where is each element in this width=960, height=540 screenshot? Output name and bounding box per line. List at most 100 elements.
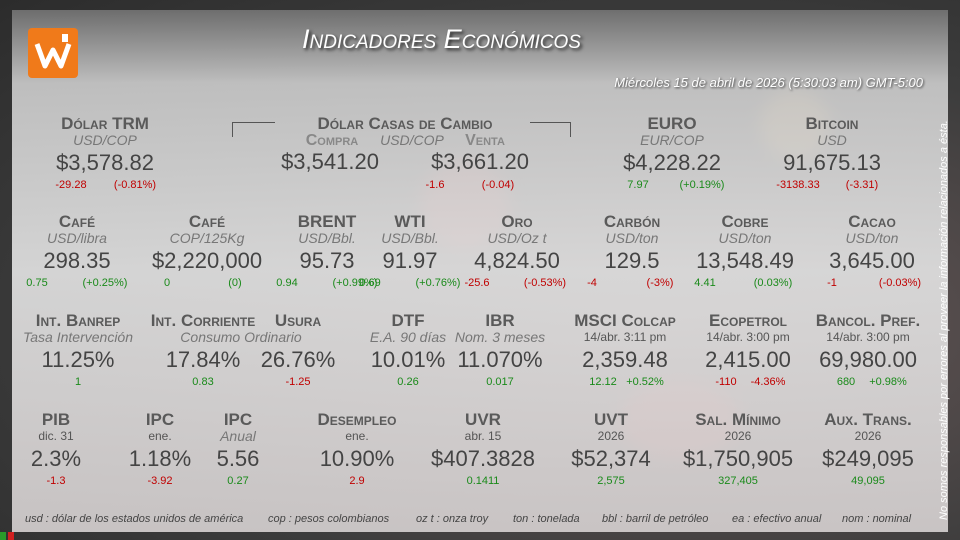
- value: $2,220,000: [151, 248, 263, 273]
- change: 327,405: [718, 475, 758, 487]
- value: 2.3%: [30, 446, 82, 471]
- date: abr. 15: [464, 429, 502, 443]
- change-pct: +0.52%: [626, 376, 664, 388]
- indicator-name: Ecopetrol: [708, 311, 788, 330]
- value: $52,374: [571, 446, 651, 471]
- indicator-name: Dólar TRM: [61, 114, 149, 133]
- value: 2,415.00: [705, 347, 791, 372]
- unit: USD/Oz t: [487, 230, 547, 246]
- corner-mark: [8, 532, 14, 540]
- indicator-name: Bancol. Pref.: [815, 311, 921, 330]
- indicator-name: Cobre: [721, 212, 769, 231]
- change-pct: (+0.76%): [415, 277, 461, 289]
- change: -3138.33: [776, 179, 820, 191]
- buy-label: Compra: [305, 132, 359, 149]
- date: ene.: [345, 429, 369, 443]
- value: 3,645.00: [829, 248, 915, 273]
- change-pct: (+0.99%): [332, 277, 378, 289]
- change: 680: [836, 376, 856, 388]
- change-pct: (0): [228, 277, 242, 289]
- indicator-name: BRENT: [297, 212, 357, 231]
- value: 129.5: [604, 248, 660, 273]
- value: 10.01%: [370, 347, 446, 372]
- unit: Anual: [220, 428, 256, 444]
- indicator-name: MSCI Colcap: [574, 311, 676, 330]
- corner-mark: [0, 532, 6, 540]
- indicator-name: IPC: [145, 410, 175, 429]
- value: $249,095: [822, 446, 914, 471]
- footer-note: nom : nominal: [842, 513, 912, 525]
- change: 0.1411: [466, 475, 500, 487]
- indicator-name: Int. Corriente: [150, 311, 256, 330]
- value: $407.3828: [431, 446, 535, 471]
- indicator-name: UVR: [465, 410, 501, 429]
- change: 2,575: [597, 475, 625, 487]
- value: $3,578.82: [56, 150, 154, 175]
- bracket: [232, 122, 275, 137]
- value: 298.35: [43, 248, 111, 273]
- unit: USD: [817, 132, 847, 148]
- value: 91,675.13: [783, 150, 881, 175]
- change: -29.28: [55, 179, 87, 191]
- unit: USD/COP: [73, 132, 137, 148]
- value: 69,980.00: [819, 347, 917, 372]
- indicator-name: Cacao: [848, 212, 896, 231]
- change: 0.69: [359, 277, 381, 289]
- indicator-name: Sal. Mínimo: [695, 410, 781, 429]
- change-pct: (-0.53%): [523, 277, 567, 289]
- unit: USD/libra: [47, 230, 107, 246]
- unit: USD/COP: [380, 132, 444, 148]
- value: 1.18%: [128, 446, 192, 471]
- date: 2026: [724, 429, 752, 443]
- date: 14/abr. 3:00 pm: [826, 330, 910, 344]
- title: Indicadores Económicos: [302, 24, 581, 54]
- unit: Consumo Ordinario: [180, 329, 302, 345]
- date: dic. 31: [38, 429, 74, 443]
- value: 5.56: [216, 446, 260, 471]
- indicator-name: Desempleo: [317, 410, 397, 429]
- change: -110: [715, 376, 737, 388]
- unit: USD/ton: [845, 230, 899, 246]
- change-pct: (-0.03%): [878, 277, 922, 289]
- value: 26.76%: [260, 347, 336, 372]
- indicator-name: IPC: [223, 410, 253, 429]
- change-pct: (-0.04): [481, 179, 515, 191]
- change: 0.75: [26, 277, 48, 289]
- date: 14/abr. 3:00 pm: [706, 330, 790, 344]
- value: 11.25%: [41, 347, 115, 372]
- change: 1: [74, 376, 82, 388]
- change: 0.27: [227, 475, 249, 487]
- footer-note: ea : efectivo anual: [732, 513, 822, 525]
- date: 2026: [854, 429, 882, 443]
- panel: [12, 10, 948, 532]
- footer-note: cop : pesos colombianos: [268, 513, 390, 525]
- indicator-name: DTF: [391, 311, 425, 330]
- indicator-name: Oro: [501, 212, 533, 231]
- date: 2026: [597, 429, 625, 443]
- change: 0.94: [276, 277, 298, 289]
- unit: USD/ton: [718, 230, 772, 246]
- date: Miércoles 15 de abril de 2026 (5:30:03 a…: [614, 75, 923, 90]
- change: -4: [587, 277, 597, 289]
- footer-note: usd : dólar de los estados unidos de amé…: [25, 513, 244, 525]
- change-pct: (-0.81%): [113, 179, 157, 191]
- value: 4,824.50: [474, 248, 560, 273]
- change-pct: (-3%): [646, 277, 674, 289]
- date: 14/abr. 3:11 pm: [583, 330, 667, 344]
- unit: E.A. 90 días: [369, 329, 447, 345]
- date: ene.: [148, 429, 172, 443]
- value: 10.90%: [319, 446, 395, 471]
- indicator-name: Café: [58, 212, 96, 231]
- indicator-name: Café: [188, 212, 226, 231]
- indicator-name: UVT: [594, 410, 628, 429]
- change: -1: [827, 277, 837, 289]
- disclaimer: No somos responsables por errores al pro…: [938, 120, 950, 520]
- buy-value: $3,541.20: [281, 149, 379, 174]
- value: 17.84%: [165, 347, 241, 372]
- change: -1.3: [46, 475, 66, 487]
- change-pct: -4.36%: [750, 376, 786, 388]
- change: 4.41: [694, 277, 716, 289]
- unit: EUR/COP: [640, 132, 704, 148]
- logo: [28, 28, 78, 78]
